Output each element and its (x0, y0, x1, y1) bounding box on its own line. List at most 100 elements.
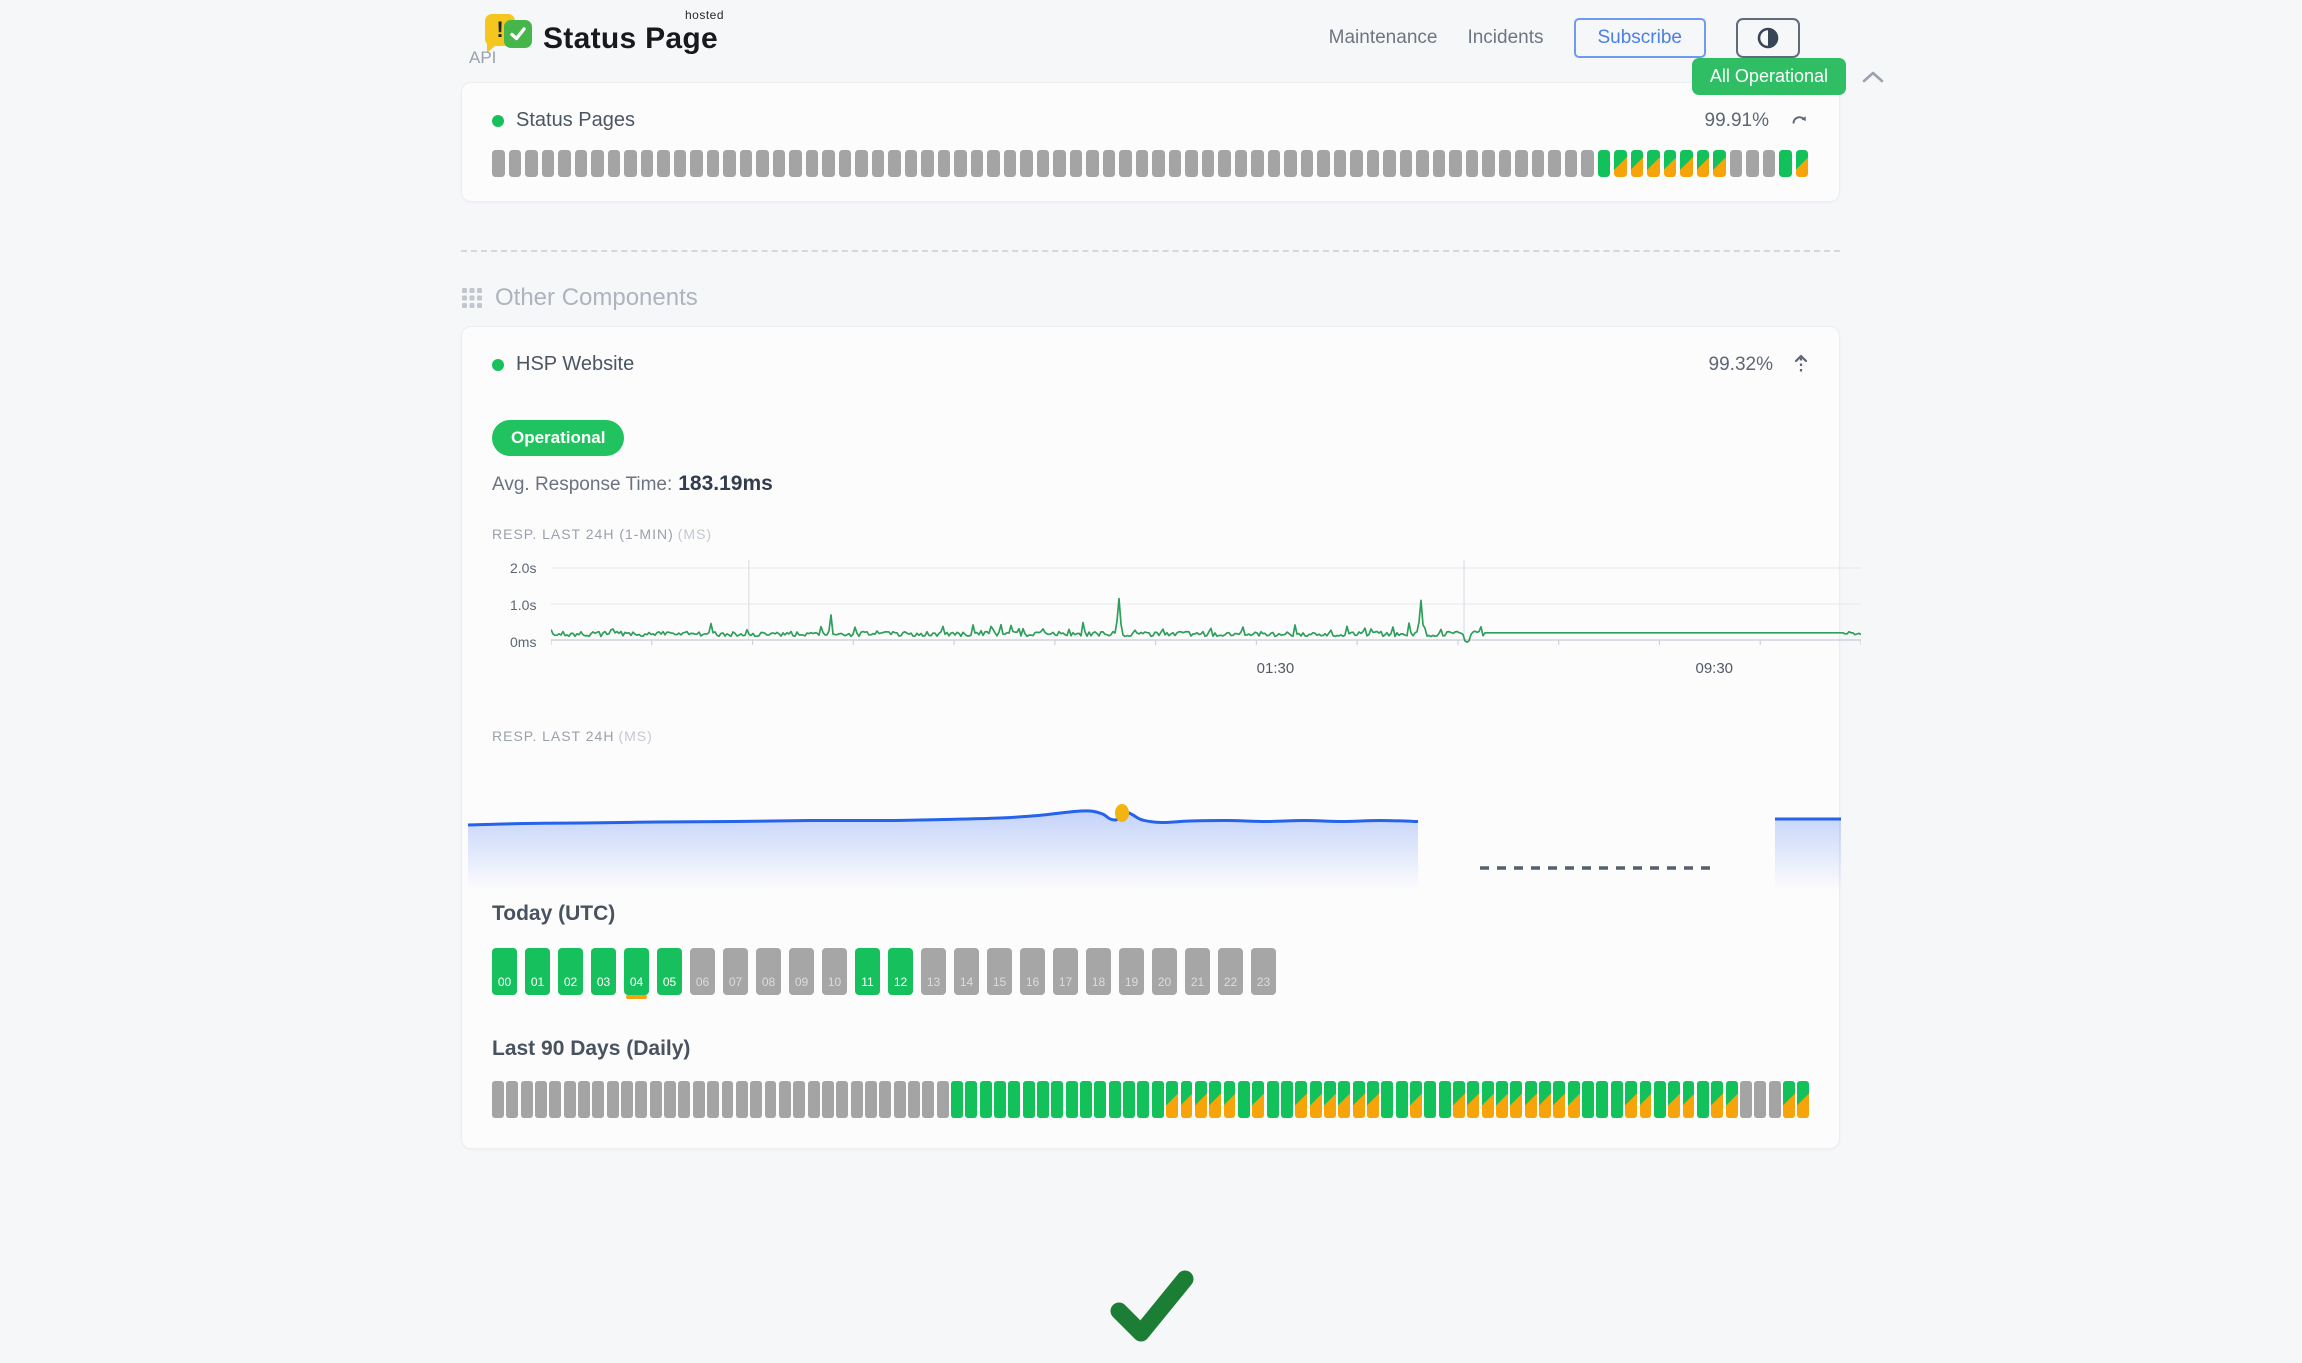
hour-box-02[interactable]: 02 (558, 948, 583, 995)
uptime-bar (649, 1081, 662, 1118)
hour-box-06[interactable]: 06 (690, 948, 715, 995)
hour-box-03[interactable]: 03 (591, 948, 616, 995)
uptime-percentage: 99.32% (1708, 353, 1773, 375)
hour-box-07[interactable]: 07 (723, 948, 748, 995)
collapse-arrow-icon[interactable] (1793, 354, 1809, 376)
uptime-bar (664, 1081, 677, 1118)
uptime-bar (1267, 150, 1281, 177)
uptime-bar (850, 1081, 863, 1118)
hour-box-22[interactable]: 22 (1218, 948, 1243, 995)
uptime-bar (678, 1081, 691, 1118)
refresh-icon[interactable] (1789, 111, 1809, 131)
hour-box-15[interactable]: 15 (987, 948, 1012, 995)
hour-box-23[interactable]: 23 (1251, 948, 1276, 995)
uptime-bar (1309, 1081, 1322, 1118)
uptime-bar (1201, 150, 1215, 177)
hour-box-20[interactable]: 20 (1152, 948, 1177, 995)
uptime-bar (1696, 1081, 1709, 1118)
uptime-bar (1053, 150, 1066, 177)
hour-box-16[interactable]: 16 (1020, 948, 1045, 995)
component-name[interactable]: Status Pages (516, 109, 635, 131)
hour-box-14[interactable]: 14 (954, 948, 979, 995)
uptime-bar (789, 150, 802, 177)
brand-logo-icon: ! (485, 12, 533, 56)
uptime-bar (1438, 1081, 1451, 1118)
uptime-bar (578, 1081, 591, 1118)
uptime-bar (692, 1081, 705, 1118)
uptime-bar (1323, 1081, 1336, 1118)
brand-logo[interactable]: ! Status Page hosted (485, 8, 724, 56)
theme-toggle-button[interactable] (1736, 18, 1800, 58)
component-name[interactable]: HSP Website (516, 353, 635, 375)
uptime-bar (805, 150, 819, 177)
uptime-bar (750, 1081, 763, 1118)
uptime-bar (739, 150, 753, 177)
chevron-up-icon[interactable] (1860, 68, 1886, 86)
hour-box-09[interactable]: 09 (789, 948, 814, 995)
hour-box-10[interactable]: 10 (822, 948, 847, 995)
nav-maintenance[interactable]: Maintenance (1328, 27, 1438, 48)
uptime-bar (1496, 1081, 1509, 1118)
uptime-bar (1713, 150, 1726, 177)
uptime-bar (855, 150, 868, 177)
hour-box-19[interactable]: 19 (1119, 948, 1144, 995)
hour-box-18[interactable]: 18 (1086, 948, 1111, 995)
uptime-bar (1119, 150, 1132, 177)
hour-box-17[interactable]: 17 (1053, 948, 1078, 995)
avg-response-value: 183.19ms (678, 472, 773, 495)
uptime-bar (1653, 1081, 1666, 1118)
uptime-bar (1151, 1081, 1164, 1118)
brand-superscript: hosted (685, 8, 725, 22)
uptime-bar (535, 1081, 547, 1118)
uptime-bar (563, 1081, 576, 1118)
uptime-bar (520, 1081, 533, 1118)
uptime-bar (1768, 1081, 1781, 1118)
uptime-bar (879, 1081, 892, 1118)
uptime-bar (1531, 150, 1545, 177)
uptime-bar (1069, 150, 1083, 177)
ytick-1s: 1.0s (510, 597, 537, 613)
uptime-bar (1395, 1081, 1408, 1118)
uptime-bar (772, 150, 786, 177)
uptime-bar (1080, 1081, 1093, 1118)
uptime-bar (1383, 150, 1396, 177)
hour-box-21[interactable]: 21 (1185, 948, 1210, 995)
uptime-bar (1051, 1081, 1064, 1118)
uptime-bars-status-pages (492, 150, 1809, 177)
all-operational-badge[interactable]: All Operational (1691, 58, 1846, 95)
uptime-bar (1135, 150, 1149, 177)
hour-box-00[interactable]: 00 (492, 948, 517, 995)
uptime-bar (1252, 1081, 1265, 1118)
hour-box-13[interactable]: 13 (921, 948, 946, 995)
hour-box-04[interactable]: 04 (624, 948, 649, 999)
hour-box-01[interactable]: 01 (525, 948, 550, 995)
nav-incidents[interactable]: Incidents (1467, 27, 1544, 48)
subscribe-button[interactable]: Subscribe (1573, 18, 1706, 58)
uptime-bar (1102, 150, 1116, 177)
last-90-days-label: Last 90 Days (Daily) (492, 1037, 691, 1060)
uptime-bar (1036, 150, 1050, 177)
uptime-bar (1194, 1081, 1207, 1118)
uptime-bar (621, 1081, 634, 1118)
hour-box-12[interactable]: 12 (888, 948, 913, 995)
uptime-bar (721, 1081, 734, 1118)
uptime-bar (965, 1081, 978, 1118)
uptime-bar (592, 1081, 605, 1118)
response-area-chart (462, 778, 1841, 896)
uptime-bar (1668, 1081, 1681, 1118)
uptime-bar (1639, 1081, 1652, 1118)
hour-box-08[interactable]: 08 (756, 948, 781, 995)
uptime-bar (1498, 150, 1512, 177)
uptime-bar (970, 150, 984, 177)
ytick-0ms: 0ms (510, 634, 537, 650)
uptime-bar (888, 150, 901, 177)
uptime-bar (1234, 150, 1248, 177)
uptime-bar (591, 150, 604, 177)
hour-box-11[interactable]: 11 (855, 948, 880, 995)
hour-box-05[interactable]: 05 (657, 948, 682, 995)
uptime-bar (1746, 150, 1759, 177)
uptime-bar (706, 150, 720, 177)
uptime-bar (1465, 150, 1479, 177)
uptime-bar (549, 1081, 562, 1118)
uptime-bar (1582, 1081, 1595, 1118)
